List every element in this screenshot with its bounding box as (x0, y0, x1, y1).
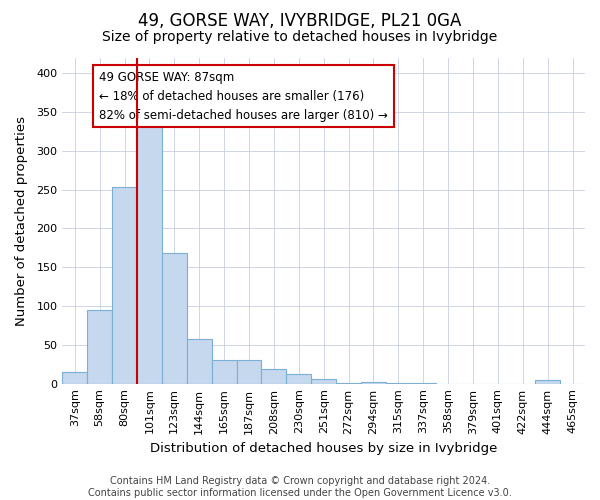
Bar (336, 383, 361, 384)
Bar (236, 360, 262, 384)
X-axis label: Distribution of detached houses by size in Ivybridge: Distribution of detached houses by size … (150, 442, 497, 455)
Bar (361, 382, 386, 384)
Bar (187, 340, 212, 384)
Text: Contains HM Land Registry data © Crown copyright and database right 2024.
Contai: Contains HM Land Registry data © Crown c… (88, 476, 512, 498)
Text: 49 GORSE WAY: 87sqm
← 18% of detached houses are smaller (176)
82% of semi-detac: 49 GORSE WAY: 87sqm ← 18% of detached ho… (99, 70, 388, 122)
Bar (212, 360, 236, 384)
Bar (137, 125, 162, 384)
Bar (411, 383, 436, 384)
Bar (162, 253, 187, 384)
Bar (535, 380, 560, 384)
Text: Size of property relative to detached houses in Ivybridge: Size of property relative to detached ho… (103, 30, 497, 44)
Bar (112, 187, 137, 384)
Bar (87, 310, 112, 384)
Bar (386, 383, 411, 384)
Bar (262, 369, 286, 384)
Bar (311, 379, 336, 384)
Y-axis label: Number of detached properties: Number of detached properties (15, 116, 28, 326)
Text: 49, GORSE WAY, IVYBRIDGE, PL21 0GA: 49, GORSE WAY, IVYBRIDGE, PL21 0GA (139, 12, 461, 30)
Bar (286, 374, 311, 384)
Bar (62, 372, 87, 384)
